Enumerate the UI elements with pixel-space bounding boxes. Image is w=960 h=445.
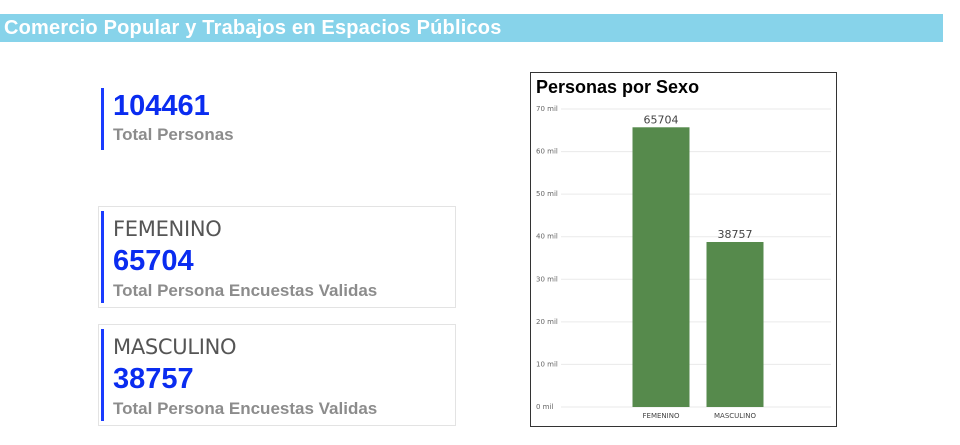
data-label: 65704 xyxy=(644,113,679,126)
kpi-card-category: MASCULINO xyxy=(113,335,237,359)
bar[interactable] xyxy=(706,242,764,407)
kpi-total-value: 104461 xyxy=(113,90,210,122)
header-banner: Comercio Popular y Trabajos en Espacios … xyxy=(0,14,943,42)
x-tick-label: MASCULINO xyxy=(714,412,756,420)
kpi-total-label: Total Personas xyxy=(113,125,234,144)
data-label: 38757 xyxy=(718,228,753,241)
kpi-card-femenino-body: FEMENINO 65704 Total Persona Encuestas V… xyxy=(101,211,443,303)
chart-svg: 0 mil 10 mil 20 mil 30 mil 40 mil 50 mil 60 mi… xyxy=(536,105,831,420)
y-tick-label: 50 mil xyxy=(536,190,558,198)
y-tick-label: 0 mil xyxy=(536,403,553,411)
kpi-card-label: Total Persona Encuestas Validas xyxy=(113,399,378,418)
kpi-card-masculino: MASCULINO 38757 Total Persona Encuestas … xyxy=(98,324,456,426)
x-tick-label: FEMENINO xyxy=(643,412,680,420)
page-title: Comercio Popular y Trabajos en Espacios … xyxy=(4,17,502,39)
kpi-total-card: 104461 Total Personas xyxy=(101,88,234,150)
kpi-card-masculino-body: MASCULINO 38757 Total Persona Encuestas … xyxy=(101,329,443,421)
y-tick-label: 30 mil xyxy=(536,275,558,283)
y-tick-label: 10 mil xyxy=(536,360,558,368)
kpi-card-value: 65704 xyxy=(113,245,194,277)
y-tick-label: 70 mil xyxy=(536,105,558,113)
bar[interactable] xyxy=(632,127,690,407)
y-tick-label: 60 mil xyxy=(536,148,558,156)
y-tick-label: 20 mil xyxy=(536,318,558,326)
kpi-card-category: FEMENINO xyxy=(113,217,222,241)
kpi-card-label: Total Persona Encuestas Validas xyxy=(113,281,378,300)
kpi-card-value: 38757 xyxy=(113,363,194,395)
chart-title: Personas por Sexo xyxy=(536,77,700,97)
y-tick-label: 40 mil xyxy=(536,233,558,241)
bar-chart-personas-por-sexo[interactable]: 0 mil 10 mil 20 mil 30 mil 40 mil 50 mil 60 mi… xyxy=(530,72,837,427)
kpi-card-femenino: FEMENINO 65704 Total Persona Encuestas V… xyxy=(98,206,456,308)
